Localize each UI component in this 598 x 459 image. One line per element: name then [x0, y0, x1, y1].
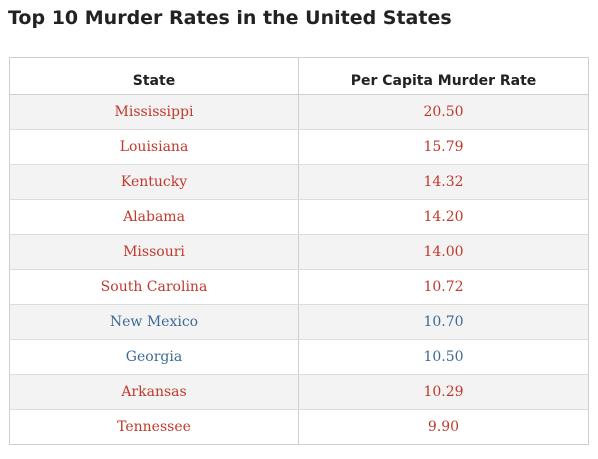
state-cell: Georgia	[9, 339, 299, 375]
table-row: Arkansas 10.29	[9, 374, 589, 410]
column-header-rate: Per Capita Murder Rate	[298, 57, 589, 95]
table-row: South Carolina 10.72	[9, 269, 589, 305]
rate-cell: 9.90	[298, 409, 589, 445]
state-cell: Arkansas	[9, 374, 299, 410]
rate-cell: 10.72	[298, 269, 589, 305]
rate-cell: 14.00	[298, 234, 589, 270]
header-row: State Per Capita Murder Rate	[9, 57, 589, 95]
rate-cell: 10.50	[298, 339, 589, 375]
state-cell: South Carolina	[9, 269, 299, 305]
rate-cell: 20.50	[298, 94, 589, 130]
table-row: Alabama 14.20	[9, 199, 589, 235]
table-row: Mississippi 20.50	[9, 94, 589, 130]
rate-cell: 14.20	[298, 199, 589, 235]
table-row: Kentucky 14.32	[9, 164, 589, 200]
page-title: Top 10 Murder Rates in the United States	[8, 7, 452, 29]
table-row: Tennessee 9.90	[9, 409, 589, 445]
table-body: Mississippi 20.50 Louisiana 15.79 Kentucky 14…	[9, 94, 589, 445]
rate-cell: 15.79	[298, 129, 589, 165]
state-cell: Louisiana	[9, 129, 299, 165]
column-header-state: State	[9, 57, 299, 95]
murder-rates-table-container: State Per Capita Murder Rate Mississippi…	[9, 57, 589, 445]
state-cell: Kentucky	[9, 164, 299, 200]
state-cell: New Mexico	[9, 304, 299, 340]
rate-cell: 10.29	[298, 374, 589, 410]
table-header: State Per Capita Murder Rate	[9, 57, 589, 95]
table-row: Missouri 14.00	[9, 234, 589, 270]
table-row: Louisiana 15.79	[9, 129, 589, 165]
state-cell: Missouri	[9, 234, 299, 270]
murder-rates-table: State Per Capita Murder Rate Mississippi…	[9, 57, 589, 445]
rate-cell: 10.70	[298, 304, 589, 340]
table-row: Georgia 10.50	[9, 339, 589, 375]
rate-cell: 14.32	[298, 164, 589, 200]
table-row: New Mexico 10.70	[9, 304, 589, 340]
state-cell: Mississippi	[9, 94, 299, 130]
state-cell: Alabama	[9, 199, 299, 235]
state-cell: Tennessee	[9, 409, 299, 445]
